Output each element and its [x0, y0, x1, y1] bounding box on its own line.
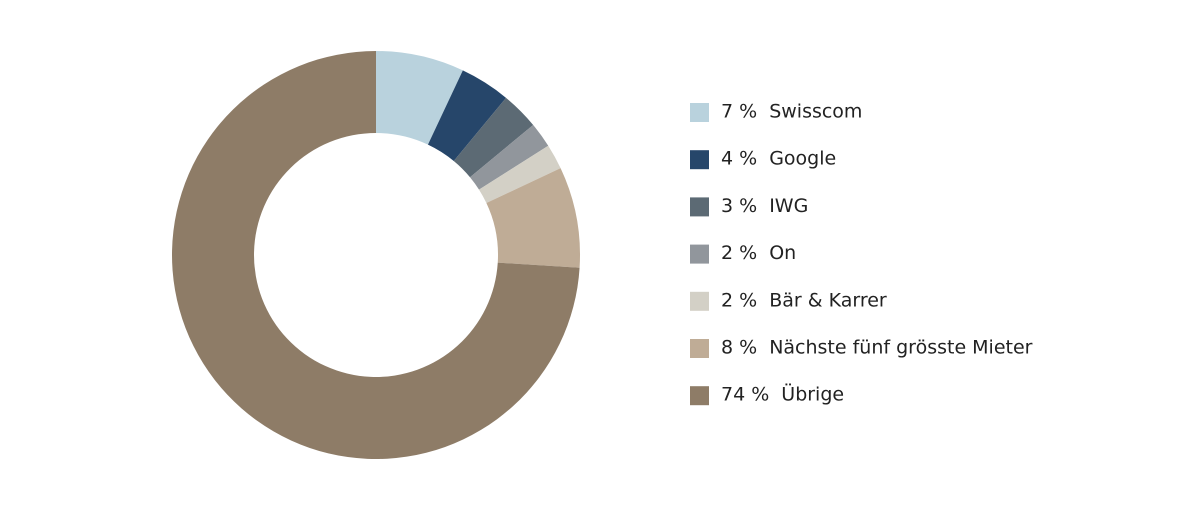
legend-label: Bär & Karrer [769, 289, 887, 311]
legend-value: 4 % [721, 148, 757, 170]
legend-label: On [769, 242, 796, 264]
legend-value: 2 % [721, 289, 757, 311]
donut-segment [172, 51, 580, 460]
legend-swatch [690, 244, 709, 264]
legend-swatch [690, 339, 709, 358]
legend-value: 8 % [721, 337, 757, 359]
legend-swatch [690, 103, 709, 122]
donut-segment [486, 168, 580, 268]
legend-value: 74 % [721, 384, 769, 406]
legend-value: 2 % [721, 242, 757, 264]
donut-segment [376, 51, 463, 145]
legend-swatch [690, 197, 709, 217]
legend-value: 7 % [721, 101, 757, 123]
legend-label: Nächste fünf grösste Mieter [769, 337, 1032, 359]
legend-label: Swisscom [769, 101, 862, 123]
legend-value: 3 % [721, 195, 757, 217]
legend-swatch [690, 291, 709, 311]
donut-segment [479, 145, 561, 204]
legend-label: Google [769, 148, 836, 170]
donut-segment [470, 124, 549, 190]
donut-segment [427, 70, 507, 161]
legend-swatch [690, 386, 709, 406]
donut-segment [453, 97, 534, 178]
legend-label: Übrige [781, 383, 844, 406]
legend-swatch [690, 150, 709, 170]
legend-label: IWG [769, 195, 808, 217]
